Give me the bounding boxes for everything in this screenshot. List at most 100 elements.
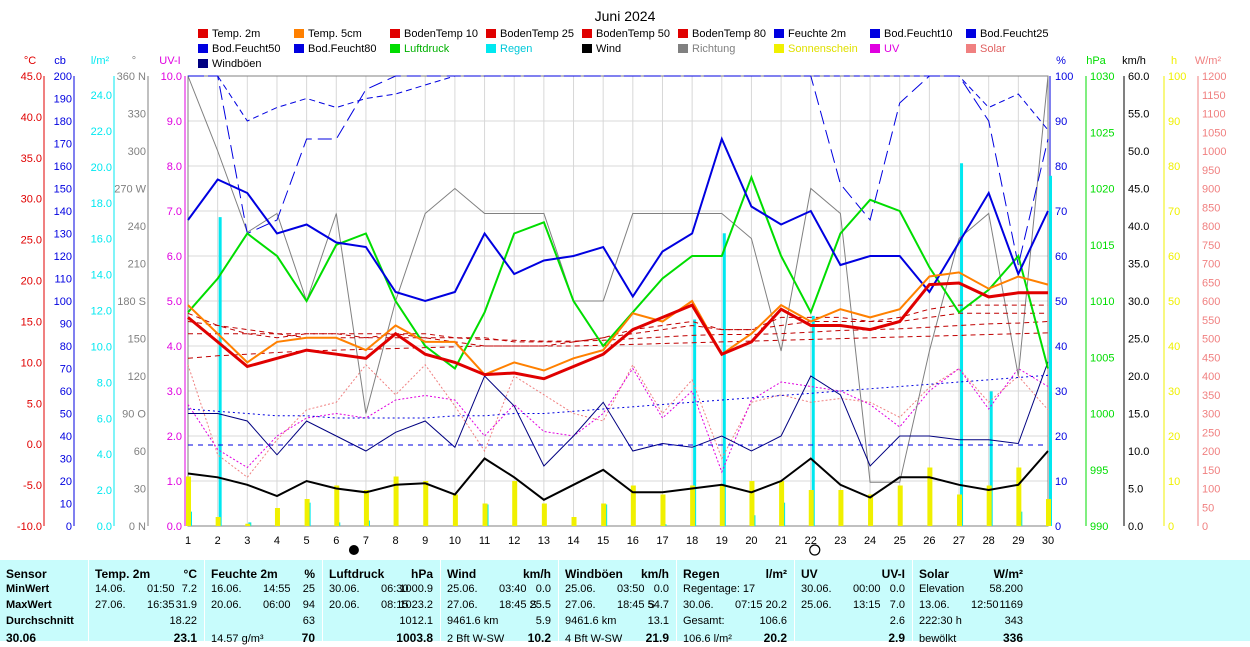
axis-tick-label: 6.0 bbox=[97, 413, 112, 425]
bar-sonnenschein bbox=[334, 485, 340, 526]
stats-cell: 9461.6 km bbox=[565, 615, 617, 627]
axis-tick-label: 1020 bbox=[1090, 184, 1114, 196]
stats-value: 58.200 bbox=[989, 583, 1023, 595]
bar-sonnenschein bbox=[868, 494, 874, 526]
axes: 45.0 40.0 35.0 30.0 25.0 20.0 15.0 10.0 5.0 0.0 -5… bbox=[17, 55, 1227, 533]
bar-sonnenschein bbox=[215, 517, 221, 526]
stats-row: Elevation 58.200 bbox=[919, 583, 1027, 599]
axis-tick-label: 55.0 bbox=[1128, 109, 1149, 121]
axis-tick-label: 40 bbox=[60, 431, 72, 443]
axis-tick-label: 40 bbox=[1055, 341, 1067, 353]
stats-cell: 13:15 bbox=[853, 599, 881, 611]
axis-tick-label: 3.0 bbox=[167, 386, 182, 398]
axis-tick-label: 30 bbox=[60, 454, 72, 466]
stats-header: Regen l/m² bbox=[683, 567, 791, 583]
bar-sonnenschein bbox=[690, 485, 696, 526]
axis-unit-label: °C bbox=[24, 55, 36, 67]
axis-tick-label: 10 bbox=[1168, 476, 1180, 488]
x-tick-label: 12 bbox=[508, 535, 520, 547]
axis-tick-label: 110 bbox=[54, 274, 72, 286]
axis-tick-label: 2.0 bbox=[167, 431, 182, 443]
stats-cell: 16.06. bbox=[211, 583, 242, 595]
axis-tick-label: 24.0 bbox=[91, 90, 112, 102]
weather-chart: Juni 2024 Temp. 2m Temp. 5cm BodenTemp 10 B… bbox=[17, 8, 1227, 556]
stats-value: 2.6 bbox=[889, 615, 905, 627]
stats-row: 2.9 bbox=[801, 631, 909, 647]
stats-cell: 27.06. bbox=[95, 599, 126, 611]
x-tick-label: 19 bbox=[716, 535, 728, 547]
stats-row: 14.57 g/m³ 70 bbox=[211, 631, 319, 647]
x-tick-label: 1 bbox=[185, 535, 191, 547]
series-line-bodentemp-10 bbox=[187, 304, 1048, 347]
axis-tick-label: 140 bbox=[54, 206, 72, 218]
axis-tick-label: 90 bbox=[60, 319, 72, 331]
axis-tick-label: 4.0 bbox=[97, 449, 112, 461]
axis-tick-label: 20 bbox=[1055, 431, 1067, 443]
stats-value: 343 bbox=[1004, 615, 1023, 627]
bar-sonnenschein bbox=[482, 503, 488, 526]
axis-unit-label: W/m² bbox=[1195, 55, 1222, 67]
legend-label: Bod.Feucht10 bbox=[884, 28, 953, 40]
stats-cell: 14.06. bbox=[95, 583, 126, 595]
axis-tick-label: 200 bbox=[1202, 446, 1220, 458]
axis-tick-label: 16.0 bbox=[91, 234, 112, 246]
axis-tick-label: 10.0 bbox=[1128, 446, 1149, 458]
stats-row: Regentage: 17 bbox=[683, 583, 791, 599]
series-line-temp-2m bbox=[187, 281, 1048, 381]
legend-swatch bbox=[486, 44, 496, 53]
stats-value: 25.5 bbox=[529, 599, 551, 611]
axis-tick-label: 0 N bbox=[129, 521, 146, 533]
legend-label: Solar bbox=[980, 43, 1006, 55]
stats-cell: 14.57 g/m³ bbox=[211, 633, 264, 645]
stats-header: Temp. 2m °C bbox=[95, 567, 201, 583]
stats-value: 18.22 bbox=[169, 615, 197, 627]
series-line-solar bbox=[187, 363, 1049, 478]
series-line-bod-feucht25 bbox=[188, 75, 1049, 131]
stats-value: 20.2 bbox=[763, 631, 787, 645]
stats-value: 31.9 bbox=[175, 599, 197, 611]
stats-row: bewölkt 336 bbox=[919, 631, 1027, 647]
axis-tick-label: 50.0 bbox=[1128, 146, 1149, 158]
stats-cell: 03:40 bbox=[499, 583, 527, 595]
stats-cell: 27.06. bbox=[447, 599, 478, 611]
bar-sonnenschein bbox=[245, 523, 251, 526]
stats-value: 0.0 bbox=[535, 583, 551, 595]
axis-unit-label: UV-I bbox=[159, 55, 180, 67]
legend-label: BodenTemp 80 bbox=[692, 28, 766, 40]
legend-swatch bbox=[966, 44, 976, 53]
stats-cell: 14:55 bbox=[263, 583, 291, 595]
axis-tick-label: 1050 bbox=[1202, 127, 1226, 139]
axis-tick-label: 100 bbox=[1202, 484, 1220, 496]
stats-row: 106.6 l/m² 20.2 bbox=[683, 631, 791, 647]
bar-regen bbox=[218, 217, 222, 526]
stats-row: 25.06. 03:50 0.0 bbox=[565, 583, 673, 599]
axis-tick-label: 180 S bbox=[117, 296, 146, 308]
stats-row-label: Durchschnitt bbox=[6, 615, 74, 627]
axis-unit-label: ° bbox=[132, 55, 136, 67]
x-tick-label: 5 bbox=[304, 535, 310, 547]
stats-row: 222:30 h 343 bbox=[919, 615, 1027, 631]
stats-cell: Gesamt: bbox=[683, 615, 725, 627]
stats-header-unit: l/m² bbox=[765, 567, 787, 581]
axis-tick-label: 20.0 bbox=[1128, 371, 1149, 383]
full-moon-icon bbox=[809, 544, 821, 556]
bar-sonnenschein bbox=[927, 467, 933, 526]
axis-tick-label: 70 bbox=[60, 364, 72, 376]
stats-column-temp: Temp. 2m °C 14.06. 01:50 7.2 27.06. 16:35 31.9 1… bbox=[88, 560, 204, 645]
axis-tick-label: 150 bbox=[54, 184, 72, 196]
stats-header-label: Temp. 2m bbox=[95, 567, 151, 581]
stats-row: 63 bbox=[211, 615, 319, 631]
stats-value: 1169 bbox=[999, 599, 1023, 611]
legend-swatch bbox=[198, 44, 208, 53]
axis-unit-label: cb bbox=[54, 55, 66, 67]
bar-sonnenschein bbox=[363, 490, 369, 526]
stats-row: 27.06. 18:45 S 25.5 bbox=[447, 599, 555, 615]
stats-row: 2.6 bbox=[801, 615, 909, 631]
legend-swatch bbox=[294, 29, 304, 38]
axis-unit-label: hPa bbox=[1086, 55, 1106, 67]
x-tick-label: 11 bbox=[479, 535, 490, 547]
stats-cell: 9461.6 km bbox=[447, 615, 499, 627]
stats-row-label: MaxWert bbox=[6, 599, 52, 611]
bar-sonnenschein bbox=[452, 494, 458, 526]
axis-tick-label: 850 bbox=[1202, 202, 1220, 214]
